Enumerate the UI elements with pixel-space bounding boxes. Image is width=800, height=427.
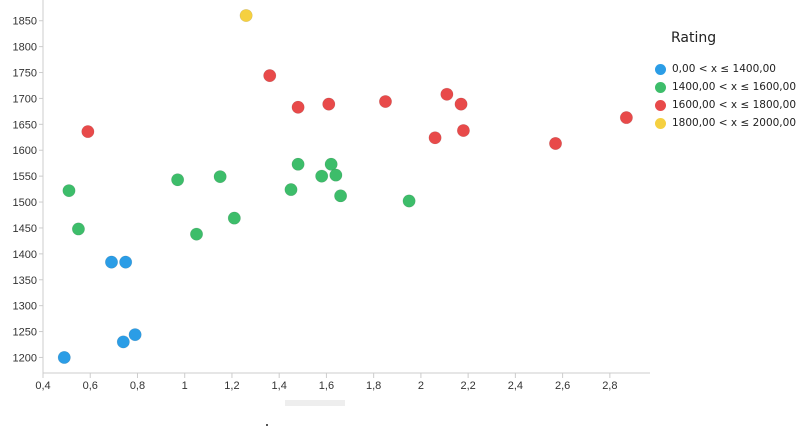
data-point[interactable] [549,137,563,151]
legend: Rating 0,00 < x ≤ 1400,00 1400,00 < x ≤ … [655,30,800,132]
y-tick-label: 1850 [13,16,37,28]
legend-swatch-3 [655,117,666,129]
data-point[interactable] [454,97,468,111]
legend-item-1: 1400,00 < x ≤ 1600,00 [655,78,800,96]
y-tick-label: 1200 [13,352,37,364]
data-point[interactable] [456,124,470,138]
legend-label-3: 1800,00 < x ≤ 2000,00 [672,117,797,129]
data-point[interactable] [378,95,392,109]
y-axis-tick-labels: 1200 1250 1300 1350 1400 1450 1500 1550 1600 1650… [13,16,37,365]
legend-label-1: 1400,00 < x ≤ 1600,00 [672,81,797,93]
y-tick-label: 1300 [13,301,37,313]
x-tick-label: 1,4 [272,380,287,392]
data-point[interactable] [619,111,633,125]
legend-item-0: 0,00 < x ≤ 1400,00 [655,60,800,78]
data-point[interactable] [116,335,130,349]
data-point[interactable] [81,125,95,139]
data-point[interactable] [227,211,241,225]
y-tick-label: 1550 [13,171,37,183]
data-point[interactable] [402,194,416,208]
y-tick-label: 1750 [13,68,37,80]
data-point[interactable] [324,157,338,171]
data-points [57,9,633,364]
data-point[interactable] [119,255,133,269]
data-point[interactable] [190,227,204,241]
data-point[interactable] [440,87,454,101]
x-tick-label: 2 [418,380,424,392]
data-point[interactable] [284,183,298,197]
horizontal-scrollbar-thumb[interactable] [285,400,345,406]
data-point[interactable] [315,169,329,183]
legend-title: Rating [671,30,717,46]
legend-swatch-2 [655,99,666,111]
y-tick-label: 1800 [13,42,37,54]
data-point[interactable] [62,184,76,198]
x-tick-label: 1 [182,380,188,392]
data-point[interactable] [428,131,442,145]
data-point[interactable] [128,328,142,342]
data-point[interactable] [291,157,305,171]
legend-swatch-1 [655,81,666,93]
data-point[interactable] [263,69,277,83]
y-tick-label: 1700 [13,93,37,105]
y-tick-label: 1350 [13,275,37,287]
data-point[interactable] [334,189,348,203]
y-tick-label: 1500 [13,197,37,209]
data-point[interactable] [239,9,253,23]
legend-label-0: 0,00 < x ≤ 1400,00 [672,63,776,75]
x-tick-label: 2,2 [460,380,475,392]
x-tick-label: 0,4 [35,380,50,392]
y-tick-label: 1400 [13,249,37,261]
axes [39,0,650,378]
x-tick-label: 1,6 [319,380,334,392]
y-tick-label: 1650 [13,119,37,131]
x-tick-label: 1,2 [224,380,239,392]
legend-item-2: 1600,00 < x ≤ 1800,00 [655,96,800,114]
data-point[interactable] [104,255,118,269]
legend-item-3: 1800,00 < x ≤ 2000,00 [655,114,800,132]
x-tick-label: 0,6 [83,380,98,392]
data-point[interactable] [329,168,343,182]
x-tick-label: 0,8 [130,380,145,392]
x-axis-tick-labels: 0,4 0,6 0,8 1 1,2 1,4 1,6 1,8 2 2,2 2,4 2,6 2,8 [35,380,617,392]
x-tick-label: 2,8 [602,380,617,392]
data-point[interactable] [213,170,227,184]
legend-swatch-0 [655,63,666,75]
decorative-dot [266,424,268,426]
x-tick-label: 2,6 [555,380,570,392]
x-tick-label: 1,8 [366,380,381,392]
y-tick-label: 1450 [13,223,37,235]
data-point[interactable] [171,173,185,187]
data-point[interactable] [291,100,305,114]
y-tick-label: 1600 [13,145,37,157]
y-tick-label: 1250 [13,327,37,339]
data-point[interactable] [57,350,71,364]
x-tick-label: 2,4 [508,380,523,392]
legend-label-2: 1600,00 < x ≤ 1800,00 [672,99,797,111]
data-point[interactable] [322,97,336,111]
data-point[interactable] [71,222,85,236]
